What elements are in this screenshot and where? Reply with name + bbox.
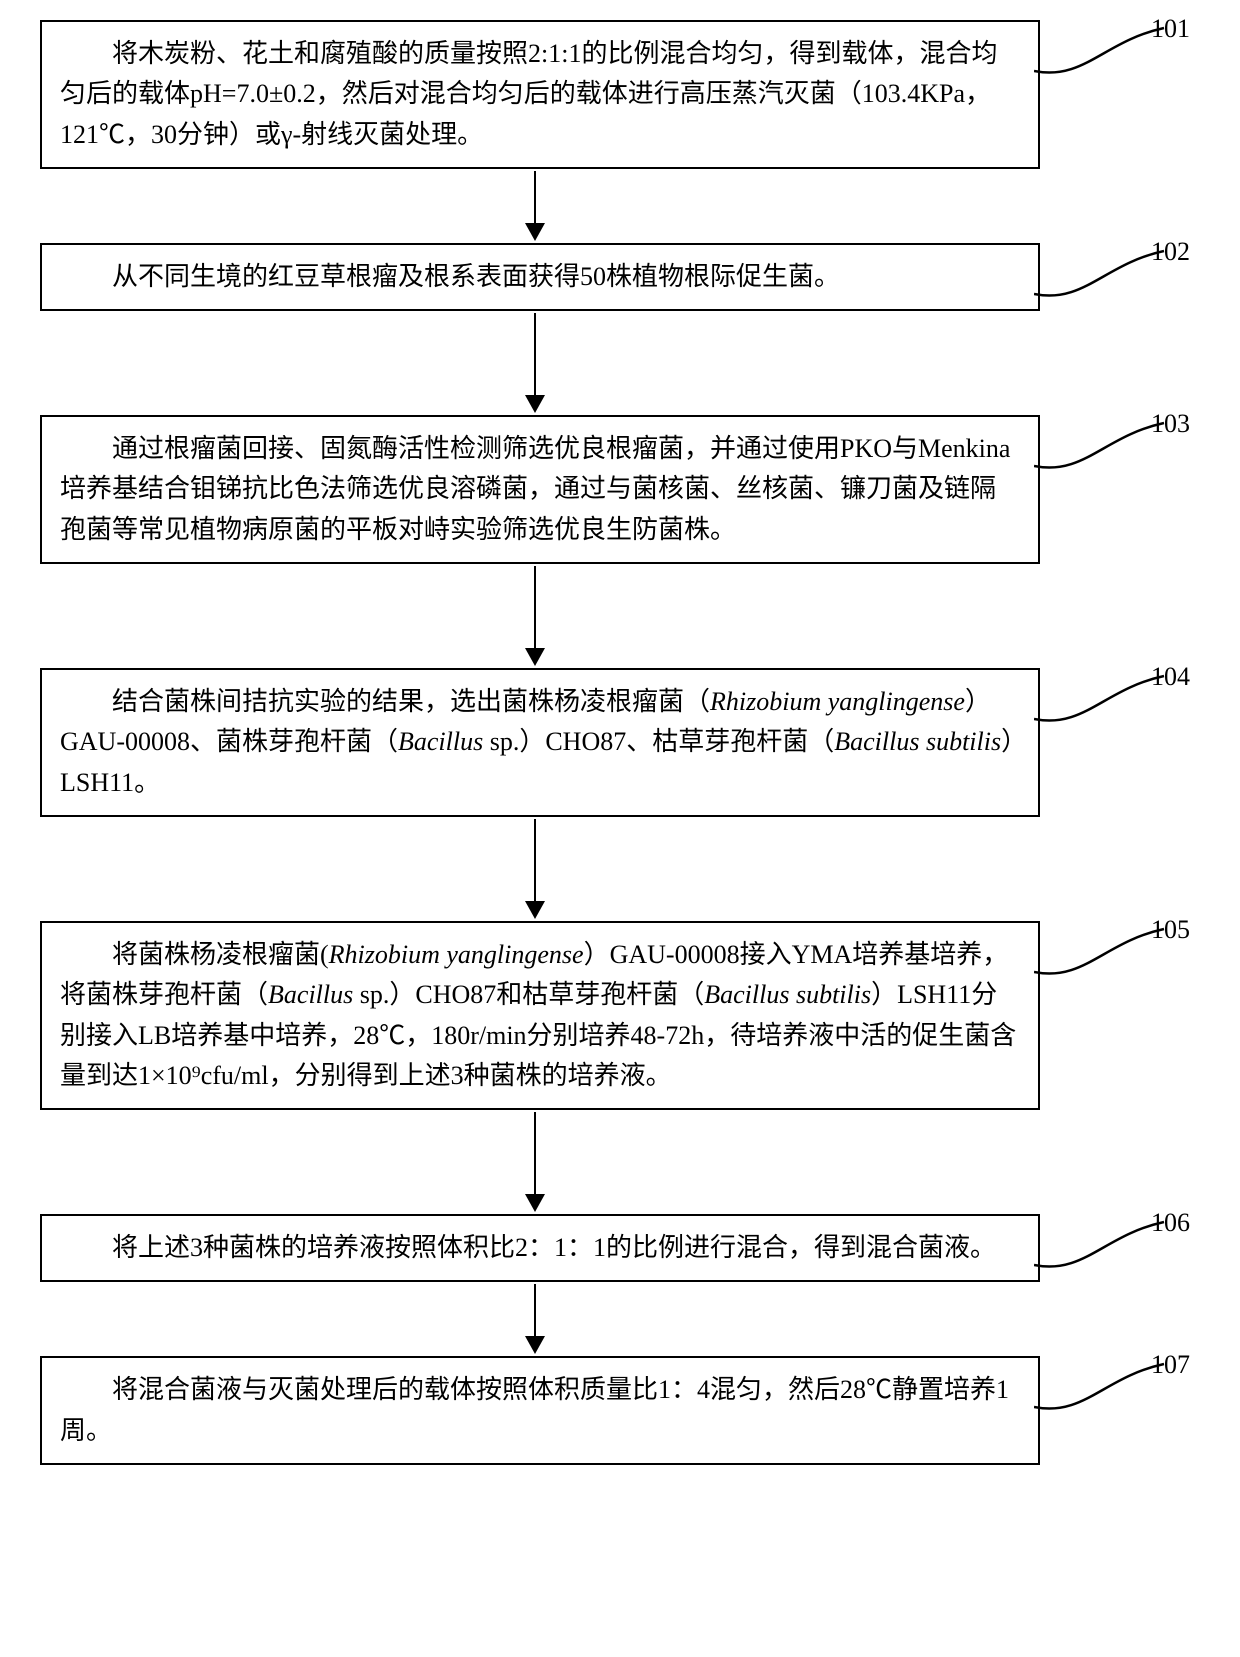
step-label-wrap: 107 bbox=[1040, 1356, 1210, 1406]
step-label: 104 bbox=[1151, 662, 1190, 692]
step-label-wrap: 106 bbox=[1040, 1214, 1210, 1264]
flow-box: 通过根瘤菌回接、固氮酶活性检测筛选优良根瘤菌，并通过使用PKO与Menkina培… bbox=[40, 415, 1040, 564]
step-label: 106 bbox=[1151, 1208, 1190, 1238]
flowchart-root: 将木炭粉、花土和腐殖酸的质量按照2:1:1的比例混合均匀，得到载体，混合均匀后的… bbox=[30, 20, 1210, 1465]
flow-step-104: 结合菌株间拮抗实验的结果，选出菌株杨凌根瘤菌（Rhizobium yanglin… bbox=[30, 668, 1210, 817]
flow-box-text: 结合菌株间拮抗实验的结果，选出菌株杨凌根瘤菌（Rhizobium yanglin… bbox=[60, 682, 1020, 803]
flow-arrow bbox=[525, 1284, 545, 1354]
flow-box: 从不同生境的红豆草根瘤及根系表面获得50株植物根际促生菌。 bbox=[40, 243, 1040, 311]
flow-box: 将混合菌液与灭菌处理后的载体按照体积质量比1：4混匀，然后28℃静置培养1周。 bbox=[40, 1356, 1040, 1465]
arrow-head-icon bbox=[525, 648, 545, 666]
flow-arrow bbox=[525, 566, 545, 666]
flow-box-text: 从不同生境的红豆草根瘤及根系表面获得50株植物根际促生菌。 bbox=[60, 257, 1020, 297]
step-label-wrap: 104 bbox=[1040, 668, 1210, 718]
arrow-line bbox=[534, 566, 536, 648]
flow-step-103: 通过根瘤菌回接、固氮酶活性检测筛选优良根瘤菌，并通过使用PKO与Menkina培… bbox=[30, 415, 1210, 564]
flow-box-text: 将混合菌液与灭菌处理后的载体按照体积质量比1：4混匀，然后28℃静置培养1周。 bbox=[60, 1370, 1020, 1451]
flow-box: 将上述3种菌株的培养液按照体积比2：1：1的比例进行混合，得到混合菌液。 bbox=[40, 1214, 1040, 1282]
flow-box-text: 将上述3种菌株的培养液按照体积比2：1：1的比例进行混合，得到混合菌液。 bbox=[60, 1228, 1020, 1268]
flow-arrow bbox=[525, 313, 545, 413]
arrow-line bbox=[534, 1112, 536, 1194]
flow-box-text: 通过根瘤菌回接、固氮酶活性检测筛选优良根瘤菌，并通过使用PKO与Menkina培… bbox=[60, 429, 1020, 550]
arrow-line bbox=[534, 171, 536, 223]
step-label: 102 bbox=[1151, 237, 1190, 267]
arrow-head-icon bbox=[525, 395, 545, 413]
flow-arrow bbox=[525, 819, 545, 919]
flow-step-106: 将上述3种菌株的培养液按照体积比2：1：1的比例进行混合，得到混合菌液。 106 bbox=[30, 1214, 1210, 1282]
step-label-wrap: 101 bbox=[1040, 20, 1210, 70]
step-label: 103 bbox=[1151, 409, 1190, 439]
arrow-line bbox=[534, 819, 536, 901]
step-label: 107 bbox=[1151, 1350, 1190, 1380]
step-label-wrap: 105 bbox=[1040, 921, 1210, 971]
flow-step-107: 将混合菌液与灭菌处理后的载体按照体积质量比1：4混匀，然后28℃静置培养1周。 1… bbox=[30, 1356, 1210, 1465]
flow-arrow bbox=[525, 171, 545, 241]
flow-box-text: 将菌株杨凌根瘤菌(Rhizobium yanglingense）GAU-0000… bbox=[60, 935, 1020, 1096]
arrow-head-icon bbox=[525, 223, 545, 241]
arrow-line bbox=[534, 313, 536, 395]
arrow-head-icon bbox=[525, 1336, 545, 1354]
arrow-line bbox=[534, 1284, 536, 1336]
step-label: 101 bbox=[1151, 14, 1190, 44]
flow-box: 结合菌株间拮抗实验的结果，选出菌株杨凌根瘤菌（Rhizobium yanglin… bbox=[40, 668, 1040, 817]
flow-step-105: 将菌株杨凌根瘤菌(Rhizobium yanglingense）GAU-0000… bbox=[30, 921, 1210, 1110]
step-label-wrap: 103 bbox=[1040, 415, 1210, 465]
flow-box-text: 将木炭粉、花土和腐殖酸的质量按照2:1:1的比例混合均匀，得到载体，混合均匀后的… bbox=[60, 34, 1020, 155]
flow-box: 将木炭粉、花土和腐殖酸的质量按照2:1:1的比例混合均匀，得到载体，混合均匀后的… bbox=[40, 20, 1040, 169]
step-label: 105 bbox=[1151, 915, 1190, 945]
flow-box: 将菌株杨凌根瘤菌(Rhizobium yanglingense）GAU-0000… bbox=[40, 921, 1040, 1110]
step-label-wrap: 102 bbox=[1040, 243, 1210, 293]
flow-arrow bbox=[525, 1112, 545, 1212]
arrow-head-icon bbox=[525, 901, 545, 919]
flow-step-102: 从不同生境的红豆草根瘤及根系表面获得50株植物根际促生菌。 102 bbox=[30, 243, 1210, 311]
arrow-head-icon bbox=[525, 1194, 545, 1212]
flow-step-101: 将木炭粉、花土和腐殖酸的质量按照2:1:1的比例混合均匀，得到载体，混合均匀后的… bbox=[30, 20, 1210, 169]
